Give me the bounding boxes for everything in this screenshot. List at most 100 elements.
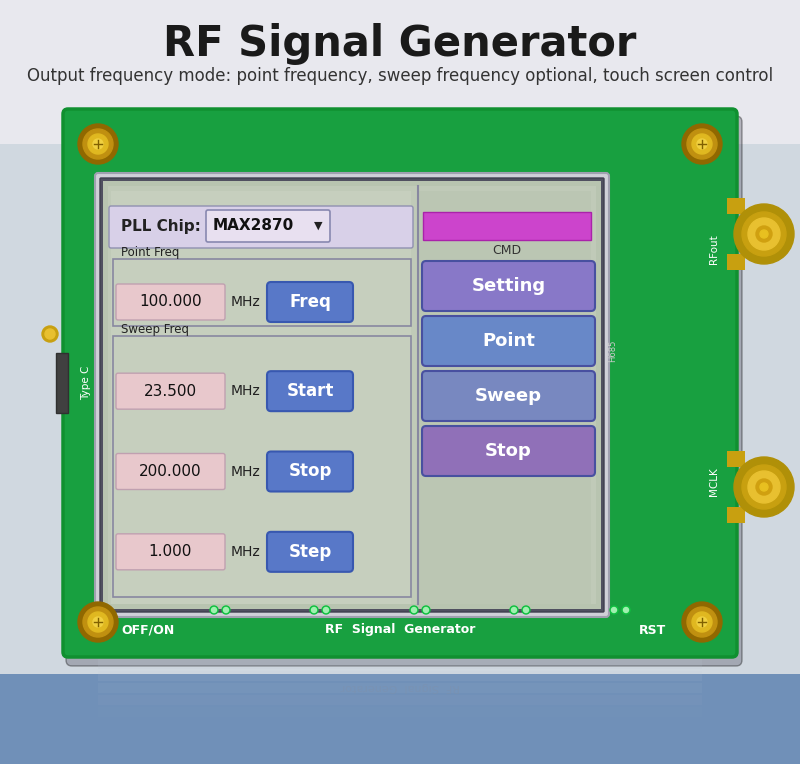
Bar: [111, 191, 411, 604]
Text: Output frequency mode: point frequency, sweep frequency optional, touch screen c: Output frequency mode: point frequency, …: [27, 67, 773, 85]
Text: Freq: Freq: [289, 293, 331, 311]
Circle shape: [222, 606, 230, 614]
Circle shape: [748, 471, 780, 503]
Bar: [727, 451, 745, 467]
Bar: [0, 674, 800, 764]
FancyBboxPatch shape: [116, 373, 225, 410]
Circle shape: [323, 607, 329, 613]
Text: 200.000: 200.000: [139, 464, 202, 479]
Text: Start: Start: [286, 382, 334, 400]
FancyBboxPatch shape: [267, 282, 353, 322]
Circle shape: [760, 483, 768, 491]
FancyBboxPatch shape: [116, 284, 225, 320]
Text: PLL Chip:: PLL Chip:: [121, 219, 201, 234]
Bar: [727, 507, 745, 523]
Circle shape: [734, 204, 794, 264]
Text: Point Freq: Point Freq: [121, 246, 179, 259]
Circle shape: [622, 606, 630, 614]
Text: Point: Point: [482, 332, 535, 350]
FancyBboxPatch shape: [422, 426, 595, 476]
Circle shape: [682, 124, 722, 164]
Circle shape: [697, 139, 707, 149]
Circle shape: [322, 606, 330, 614]
Bar: [98, 671, 702, 681]
Circle shape: [88, 612, 108, 632]
FancyBboxPatch shape: [95, 173, 609, 617]
Text: MHz: MHz: [231, 545, 261, 558]
FancyBboxPatch shape: [66, 116, 742, 666]
Circle shape: [510, 606, 518, 614]
FancyBboxPatch shape: [116, 454, 225, 490]
Circle shape: [682, 602, 722, 642]
Circle shape: [692, 612, 712, 632]
Circle shape: [756, 226, 772, 242]
Circle shape: [410, 606, 418, 614]
Text: Stop: Stop: [288, 462, 332, 481]
Text: MCLK: MCLK: [709, 468, 719, 497]
Bar: [98, 647, 702, 657]
Circle shape: [83, 607, 113, 637]
Circle shape: [223, 607, 229, 613]
Bar: [727, 198, 745, 214]
Text: Sweep Freq: Sweep Freq: [121, 323, 189, 336]
FancyBboxPatch shape: [206, 210, 330, 242]
Circle shape: [742, 212, 786, 256]
Bar: [0, 0, 800, 144]
Circle shape: [423, 607, 429, 613]
Bar: [56, 353, 68, 413]
Circle shape: [610, 606, 618, 614]
Bar: [98, 695, 702, 705]
Bar: [98, 707, 702, 717]
Bar: [98, 659, 702, 669]
Circle shape: [756, 479, 772, 495]
Bar: [423, 212, 591, 240]
FancyBboxPatch shape: [267, 452, 353, 491]
Text: Type C: Type C: [81, 366, 91, 400]
Text: CMD: CMD: [493, 244, 522, 257]
Circle shape: [687, 129, 717, 159]
Circle shape: [422, 606, 430, 614]
Text: OFF/ON: OFF/ON: [122, 623, 174, 636]
Circle shape: [511, 607, 517, 613]
Text: 1.000: 1.000: [149, 544, 192, 559]
Text: Setting: Setting: [471, 277, 546, 295]
Circle shape: [692, 134, 712, 154]
FancyBboxPatch shape: [100, 178, 604, 612]
Circle shape: [760, 230, 768, 238]
Circle shape: [210, 606, 218, 614]
Circle shape: [83, 129, 113, 159]
Circle shape: [523, 607, 529, 613]
Bar: [418, 191, 591, 604]
Circle shape: [78, 602, 118, 642]
Text: 23.500: 23.500: [144, 384, 197, 399]
Bar: [0, 144, 800, 674]
Circle shape: [45, 329, 55, 339]
Circle shape: [697, 617, 707, 627]
Text: H685: H685: [609, 340, 618, 362]
Text: RF Signal Generator: RF Signal Generator: [163, 23, 637, 65]
Circle shape: [211, 607, 217, 613]
Bar: [113, 259, 411, 326]
Text: ▼: ▼: [314, 221, 322, 231]
Text: Sweep: Sweep: [475, 387, 542, 405]
Circle shape: [311, 607, 317, 613]
Circle shape: [88, 134, 108, 154]
FancyBboxPatch shape: [422, 371, 595, 421]
Circle shape: [742, 465, 786, 509]
Text: MAX2870: MAX2870: [213, 219, 294, 234]
Bar: [108, 186, 596, 604]
Bar: [103, 181, 601, 609]
Text: MHz: MHz: [231, 295, 261, 309]
Circle shape: [310, 606, 318, 614]
FancyBboxPatch shape: [63, 109, 737, 657]
Circle shape: [411, 607, 417, 613]
Circle shape: [78, 124, 118, 164]
FancyBboxPatch shape: [422, 316, 595, 366]
Text: RF  Signal  Generator: RF Signal Generator: [325, 623, 475, 636]
Circle shape: [611, 607, 617, 613]
Text: MHz: MHz: [231, 384, 261, 398]
FancyBboxPatch shape: [267, 532, 353, 571]
Circle shape: [522, 606, 530, 614]
Text: RF  Signal  Generator: RF Signal Generator: [340, 682, 460, 692]
Bar: [98, 683, 702, 693]
